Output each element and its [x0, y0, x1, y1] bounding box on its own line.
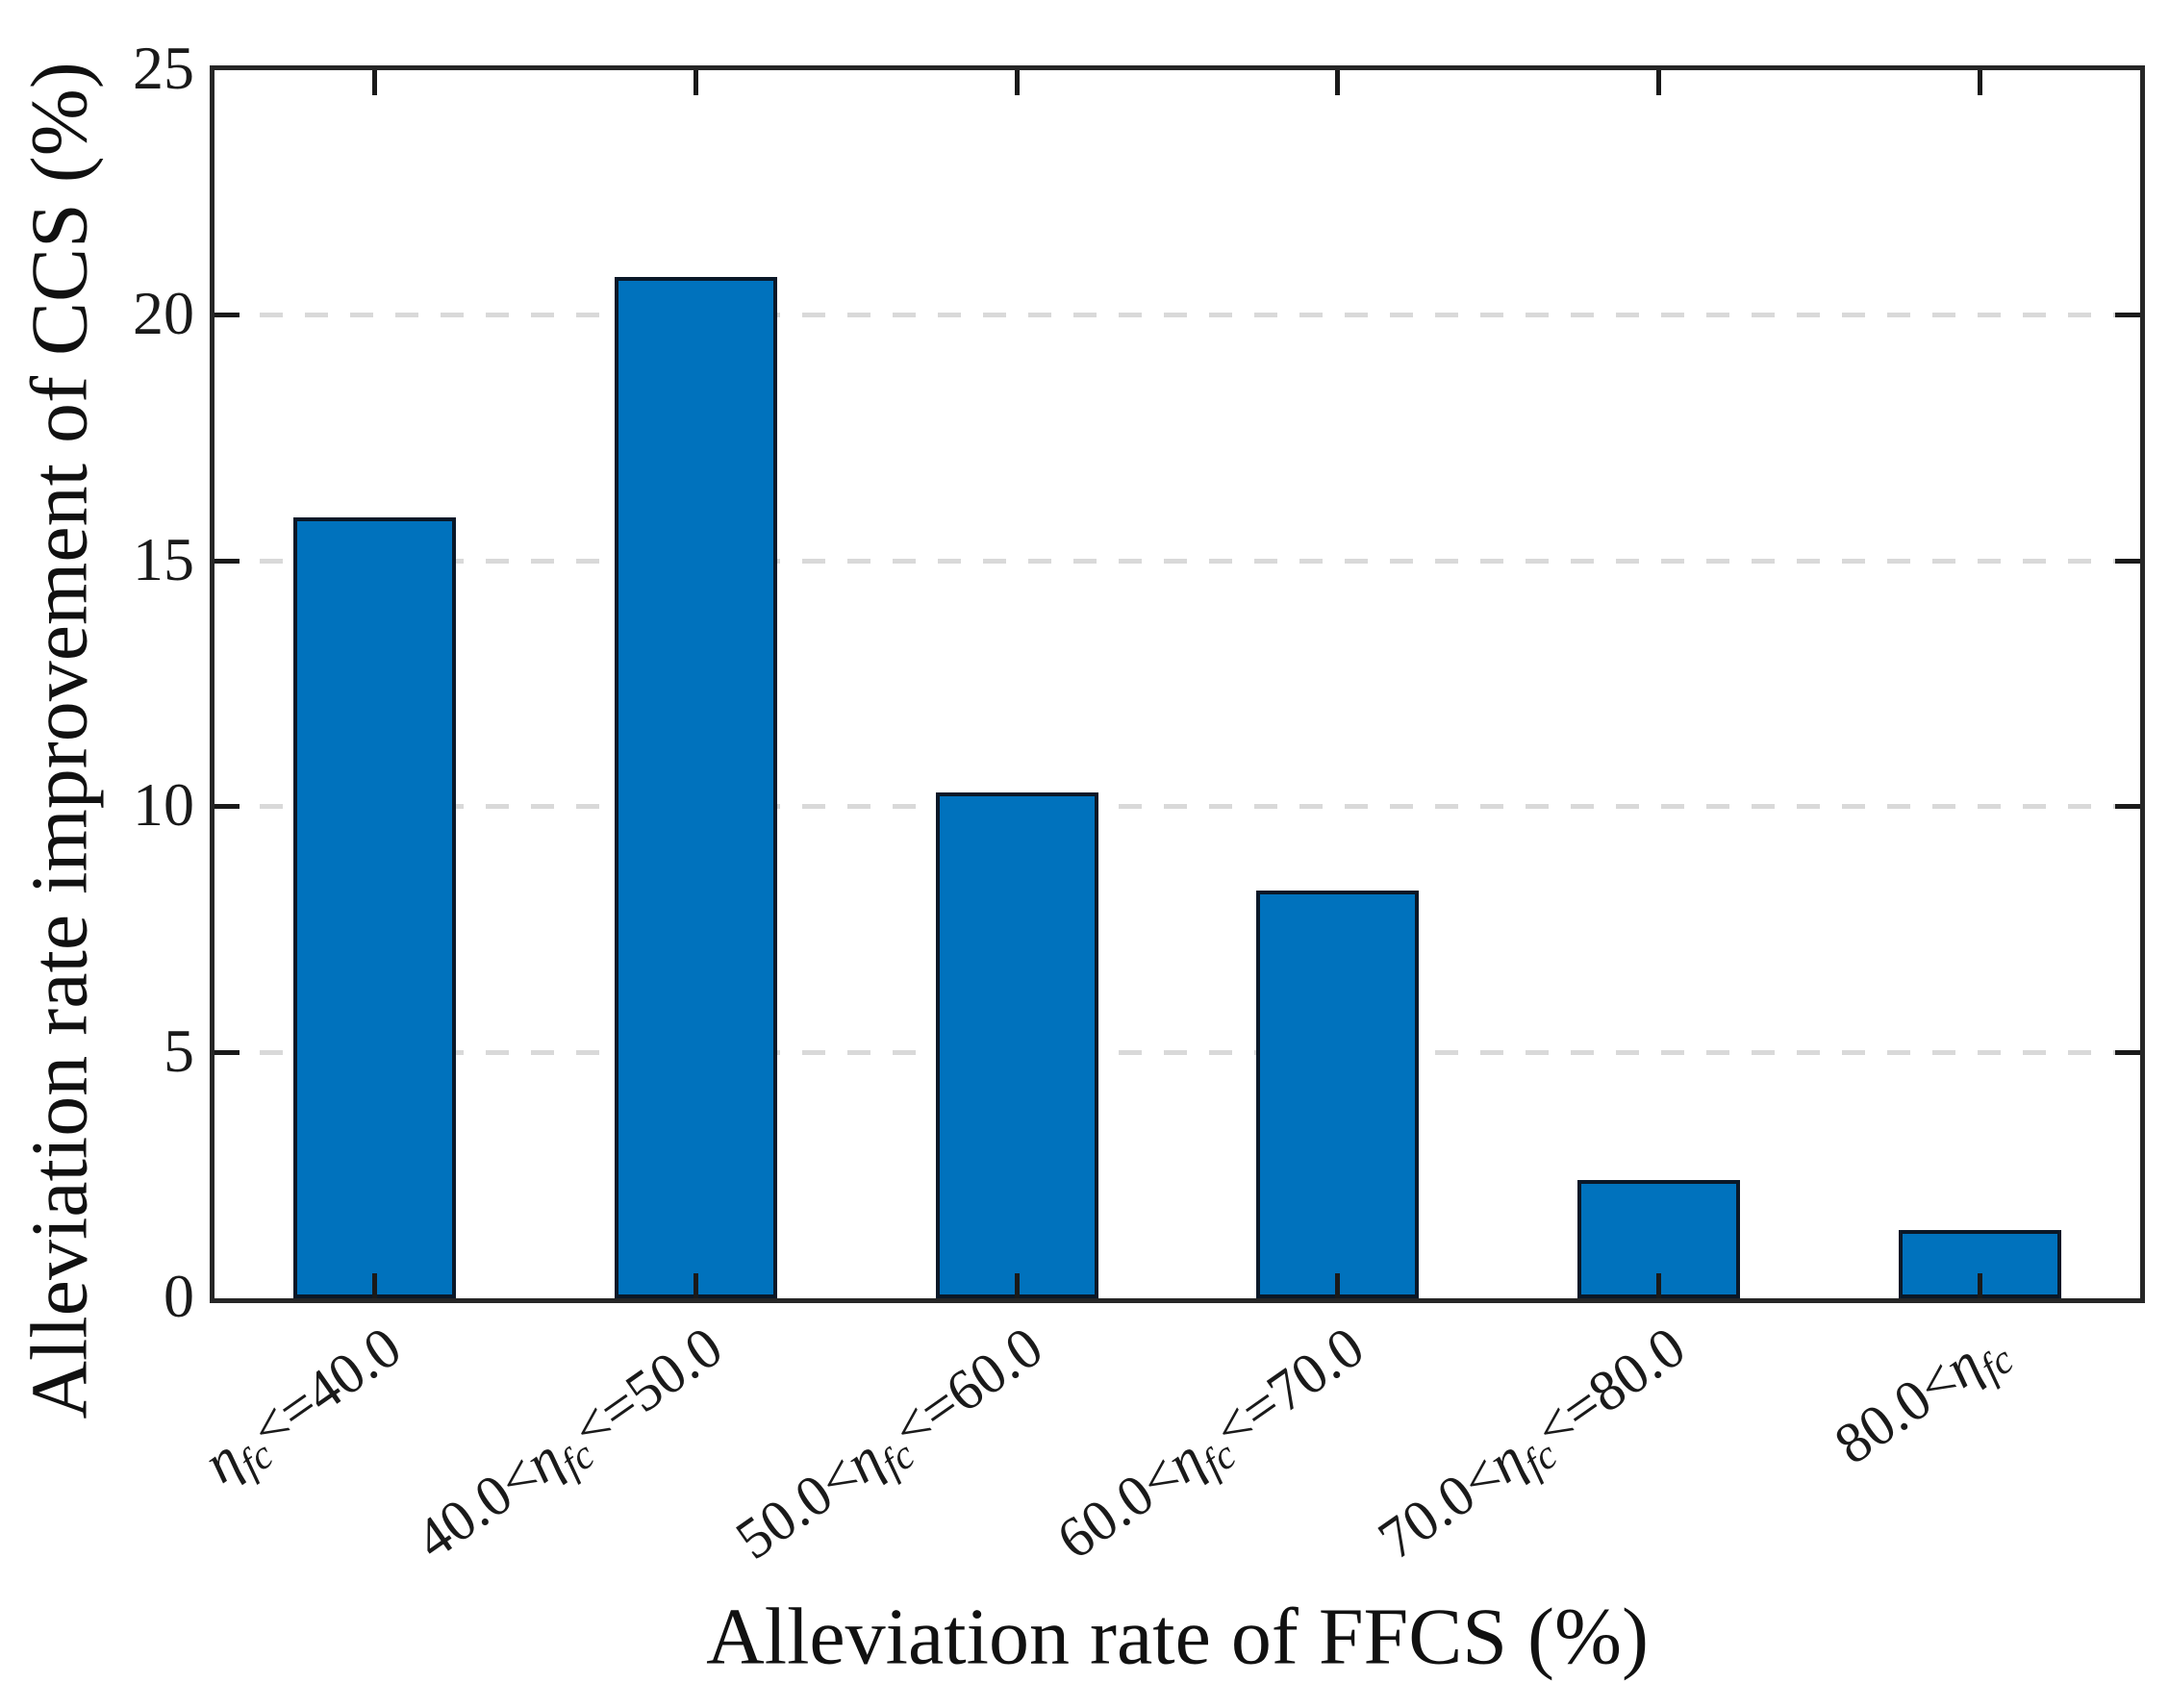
gridline-y-20: [214, 313, 2140, 318]
y-tick-left-5: [214, 1049, 240, 1055]
y-tick-label-5: 5: [164, 1016, 194, 1085]
bar-4: [1256, 891, 1420, 1298]
x-tick-top-5: [1656, 70, 1661, 95]
y-tick-right-5: [2115, 1049, 2140, 1055]
gridline-y-10: [214, 804, 2140, 810]
gridline-y-15: [214, 558, 2140, 564]
x-tick-label-1: ηfc<=40.0: [191, 1314, 413, 1495]
y-tick-left-15: [214, 558, 240, 564]
plot-area: [210, 65, 2145, 1303]
bar-3: [935, 791, 1098, 1298]
x-tick-bottom-5: [1656, 1273, 1661, 1298]
y-axis-title: Alleviation rate improvement of CCS (%): [14, 62, 105, 1419]
y-tick-label-0: 0: [164, 1262, 194, 1330]
x-tick-bottom-2: [694, 1273, 698, 1298]
x-tick-label-2: 40.0<ηfc<=50.0: [403, 1314, 733, 1572]
y-tick-right-20: [2115, 313, 2140, 318]
gridline-y-5: [214, 1049, 2140, 1055]
x-axis-title: Alleviation rate of FFCS (%): [706, 1592, 1649, 1682]
y-tick-right-10: [2115, 804, 2140, 810]
y-tick-label-10: 10: [133, 770, 194, 840]
x-tick-label-4: 60.0<ηfc<=70.0: [1045, 1314, 1375, 1572]
y-tick-left-10: [214, 804, 240, 810]
bar-1: [293, 516, 457, 1298]
x-tick-bottom-1: [372, 1273, 378, 1298]
y-tick-label-25: 25: [133, 34, 194, 102]
y-tick-left-20: [214, 313, 240, 318]
y-tick-label-15: 15: [133, 524, 194, 593]
x-tick-label-6: 80.0<ηfc: [1823, 1331, 2023, 1476]
y-tick-right-15: [2115, 558, 2140, 564]
x-tick-top-1: [372, 70, 378, 95]
x-tick-top-2: [694, 70, 698, 95]
x-tick-top-3: [1014, 70, 1020, 95]
x-tick-bottom-3: [1014, 1273, 1020, 1298]
x-tick-top-4: [1335, 70, 1341, 95]
bar-2: [615, 276, 777, 1298]
x-tick-label-3: 50.0<ηfc<=60.0: [724, 1314, 1054, 1572]
y-tick-label-20: 20: [133, 279, 194, 348]
x-tick-label-5: 70.0<ηfc<=80.0: [1366, 1314, 1696, 1572]
x-tick-bottom-4: [1335, 1273, 1341, 1298]
x-tick-bottom-6: [1977, 1273, 1982, 1298]
x-tick-top-6: [1977, 70, 1982, 95]
